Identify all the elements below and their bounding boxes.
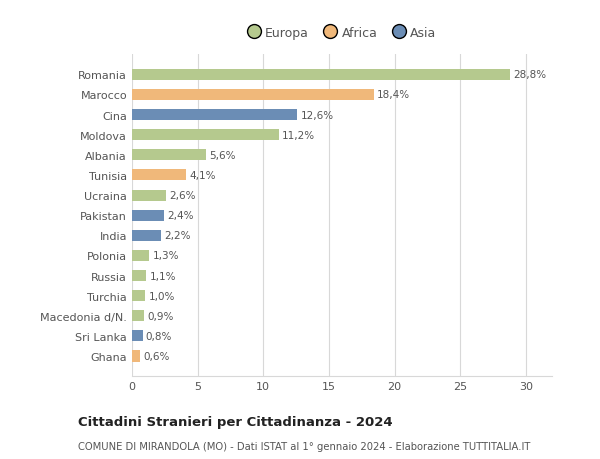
Bar (132, 130, 279, 141)
Bar (132, 150, 205, 161)
Bar (132, 70, 510, 81)
Text: 0,9%: 0,9% (147, 311, 173, 321)
Bar (132, 291, 145, 302)
Text: COMUNE DI MIRANDOLA (MO) - Dati ISTAT al 1° gennaio 2024 - Elaborazione TUTTITAL: COMUNE DI MIRANDOLA (MO) - Dati ISTAT al… (78, 441, 530, 451)
Bar (132, 230, 161, 241)
Text: 2,6%: 2,6% (169, 190, 196, 201)
Text: 4,1%: 4,1% (189, 171, 215, 180)
Bar (132, 351, 140, 362)
Text: 28,8%: 28,8% (513, 70, 547, 80)
Legend: Europa, Africa, Asia: Europa, Africa, Asia (244, 23, 440, 43)
Bar (132, 330, 143, 341)
Bar (132, 250, 149, 262)
Bar (132, 190, 166, 201)
Text: 18,4%: 18,4% (377, 90, 410, 100)
Bar (132, 110, 298, 121)
Text: 12,6%: 12,6% (301, 110, 334, 120)
Text: 0,6%: 0,6% (143, 351, 170, 361)
Text: 1,0%: 1,0% (148, 291, 175, 301)
Text: 0,8%: 0,8% (146, 331, 172, 341)
Text: 1,3%: 1,3% (152, 251, 179, 261)
Text: 1,1%: 1,1% (150, 271, 176, 281)
Text: Cittadini Stranieri per Cittadinanza - 2024: Cittadini Stranieri per Cittadinanza - 2… (78, 415, 392, 428)
Text: 2,2%: 2,2% (164, 231, 191, 241)
Bar (132, 311, 144, 322)
Bar (132, 270, 146, 281)
Bar (132, 90, 373, 101)
Text: 5,6%: 5,6% (209, 151, 235, 161)
Bar (132, 170, 186, 181)
Bar (132, 210, 163, 221)
Text: 11,2%: 11,2% (282, 130, 316, 140)
Text: 2,4%: 2,4% (167, 211, 193, 221)
